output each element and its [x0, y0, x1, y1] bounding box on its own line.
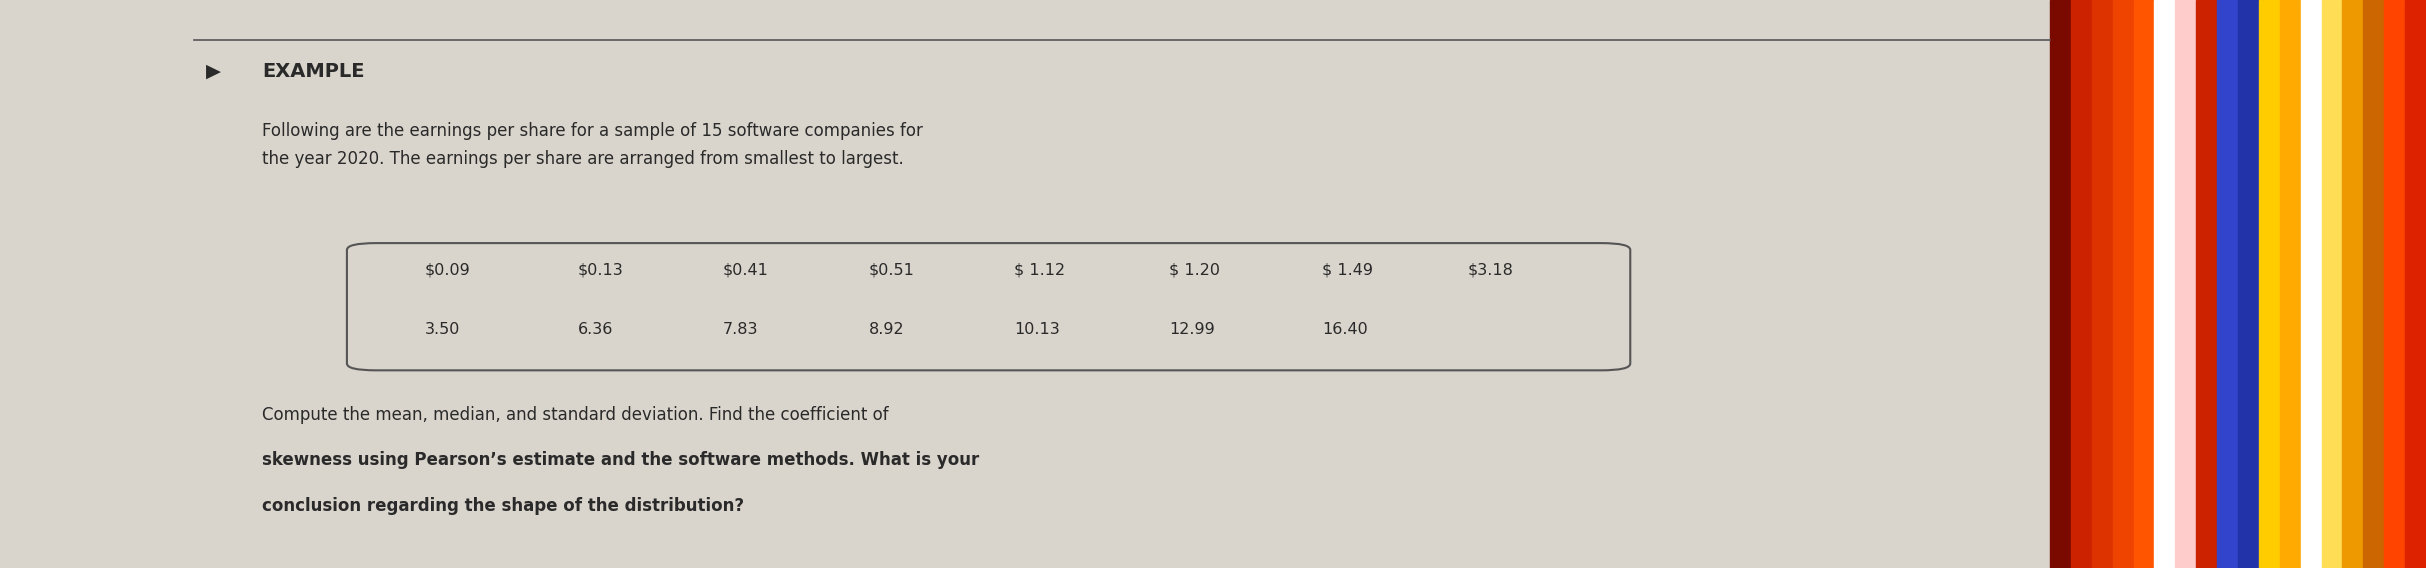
Bar	[2259, 0, 2280, 568]
Text: $0.41: $0.41	[723, 262, 769, 277]
Text: conclusion regarding the shape of the distribution?: conclusion regarding the shape of the di…	[262, 496, 745, 515]
Text: 8.92: 8.92	[869, 322, 905, 337]
Bar	[2113, 0, 2132, 568]
Text: $ 1.49: $ 1.49	[1322, 262, 1373, 277]
Text: $0.09: $0.09	[425, 262, 471, 277]
Text: 7.83: 7.83	[723, 322, 759, 337]
Bar	[2344, 0, 2363, 568]
Text: Following are the earnings per share for a sample of 15 software companies for
t: Following are the earnings per share for…	[262, 122, 922, 168]
Bar	[2050, 0, 2072, 568]
Text: ▶: ▶	[206, 61, 221, 81]
Text: 12.99: 12.99	[1169, 322, 1215, 337]
Text: $0.13: $0.13	[577, 262, 623, 277]
Bar	[2132, 0, 2154, 568]
Bar	[2154, 0, 2176, 568]
Bar	[2072, 0, 2091, 568]
Text: $ 1.12: $ 1.12	[1014, 262, 1065, 277]
FancyBboxPatch shape	[347, 243, 1630, 370]
Bar	[2239, 0, 2259, 568]
Bar	[2217, 0, 2239, 568]
Text: EXAMPLE: EXAMPLE	[262, 61, 364, 81]
Text: 16.40: 16.40	[1322, 322, 1368, 337]
Bar	[2196, 0, 2217, 568]
Bar	[2363, 0, 2385, 568]
Text: 10.13: 10.13	[1014, 322, 1060, 337]
Text: Compute the mean, median, and standard deviation. Find the coefficient of: Compute the mean, median, and standard d…	[262, 406, 888, 424]
Bar	[2322, 0, 2344, 568]
Text: skewness using Pearson’s estimate and the software methods. What is your: skewness using Pearson’s estimate and th…	[262, 451, 980, 469]
Text: 6.36: 6.36	[577, 322, 614, 337]
Bar	[2176, 0, 2196, 568]
Text: 3.50: 3.50	[425, 322, 461, 337]
Bar	[2091, 0, 2113, 568]
Text: $ 1.20: $ 1.20	[1169, 262, 1220, 277]
Bar	[2385, 0, 2404, 568]
Text: $3.18: $3.18	[1468, 262, 1514, 277]
Bar	[2300, 0, 2322, 568]
Bar	[2404, 0, 2426, 568]
Text: $0.51: $0.51	[869, 262, 915, 277]
Bar	[2280, 0, 2300, 568]
